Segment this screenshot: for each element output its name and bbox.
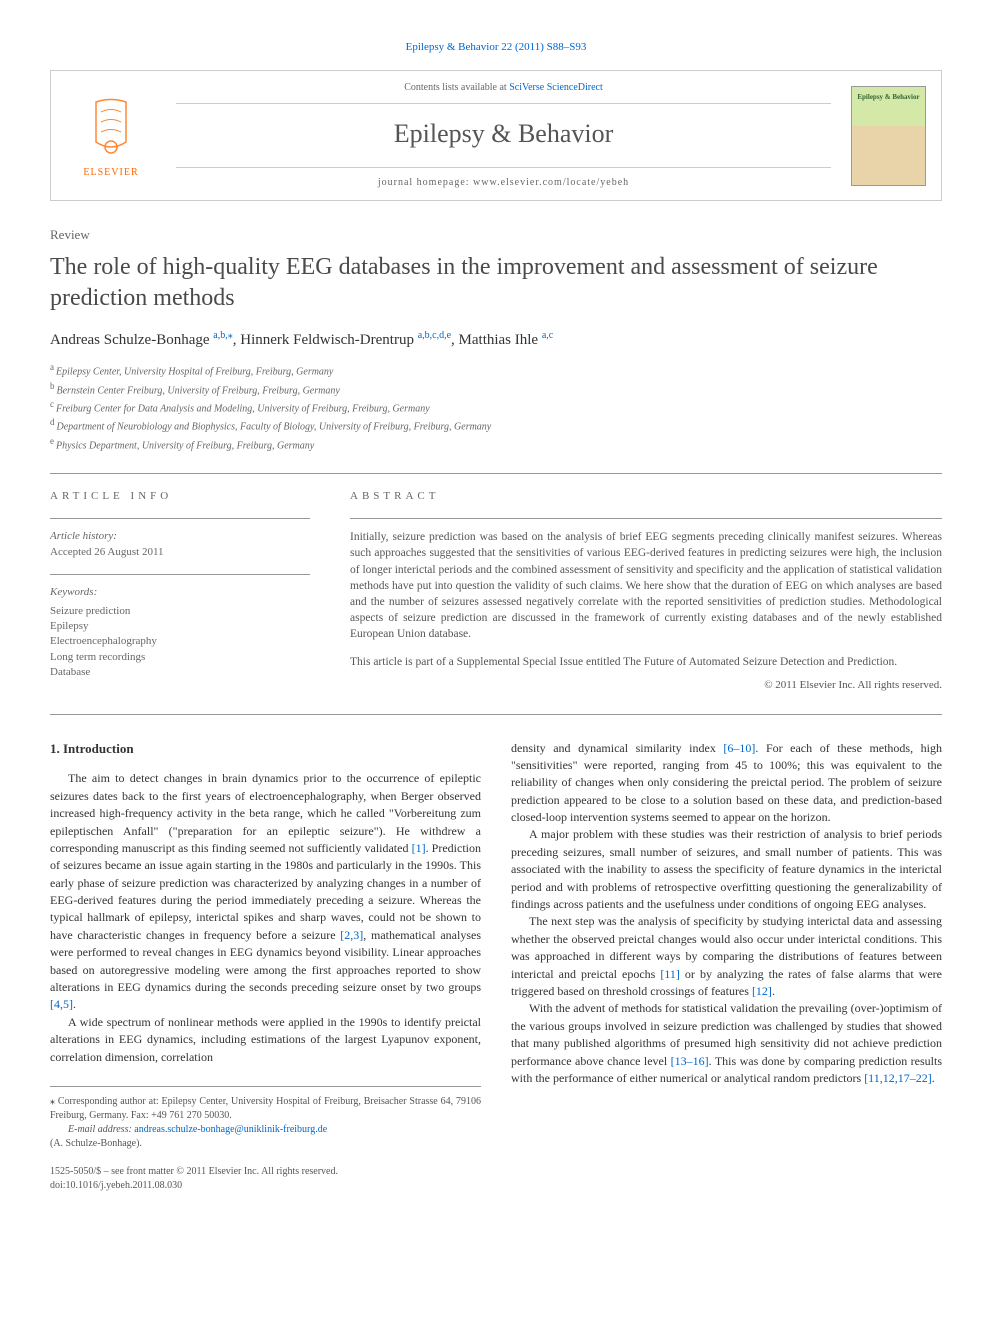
intro-heading: 1. Introduction: [50, 740, 481, 759]
abstract-copyright: © 2011 Elsevier Inc. All rights reserved…: [350, 678, 942, 693]
article-info-heading: ARTICLE INFO: [50, 489, 310, 504]
author-1-aff[interactable]: a,b,: [213, 330, 227, 341]
sciencedirect-link[interactable]: SciVerse ScienceDirect: [509, 82, 603, 93]
ref-link[interactable]: [1]: [412, 841, 426, 855]
homepage-url: www.elsevier.com/locate/yebeh: [473, 177, 629, 188]
intro-p2: A wide spectrum of nonlinear methods wer…: [50, 1014, 481, 1066]
ref-link[interactable]: [11]: [660, 967, 680, 981]
ref-link[interactable]: [4,5]: [50, 997, 73, 1011]
citation-link[interactable]: Epilepsy & Behavior 22 (2011) S88–S93: [406, 41, 587, 53]
info-abstract-row: ARTICLE INFO Article history: Accepted 2…: [50, 473, 942, 694]
affiliations: aEpilepsy Center, University Hospital of…: [50, 361, 942, 453]
keyword: Database: [50, 665, 310, 680]
keyword: Electroencephalography: [50, 634, 310, 649]
keyword: Seizure prediction: [50, 604, 310, 619]
body-divider: [50, 714, 942, 715]
elsevier-icon: [76, 92, 146, 162]
author-2-aff[interactable]: a,b,c,d,e: [418, 330, 451, 341]
journal-name: Epilepsy & Behavior: [176, 116, 831, 152]
accepted-date: Accepted 26 August 2011: [50, 545, 310, 560]
publisher-logo: ELSEVIER: [66, 86, 156, 186]
article-info-col: ARTICLE INFO Article history: Accepted 2…: [50, 489, 310, 694]
author-3: , Matthias Ihle: [451, 332, 542, 348]
intro-p6: With the advent of methods for statistic…: [511, 1000, 942, 1087]
header-center: Contents lists available at SciVerse Sci…: [156, 81, 851, 189]
front-matter: 1525-5050/$ – see front matter © 2011 El…: [50, 1165, 481, 1179]
cover-title: Epilepsy & Behavior: [857, 93, 919, 103]
publisher-name: ELSEVIER: [83, 166, 138, 180]
ref-link[interactable]: [12]: [752, 984, 772, 998]
doi: doi:10.1016/j.yebeh.2011.08.030: [50, 1179, 481, 1193]
intro-p5: The next step was the analysis of specif…: [511, 913, 942, 1000]
abstract-text: Initially, seizure prediction was based …: [350, 518, 942, 642]
author-2: , Hinnerk Feldwisch-Drentrup: [233, 332, 418, 348]
supplement-note: This article is part of a Supplemental S…: [350, 654, 942, 670]
corresp-note: Corresponding author at: Epilepsy Center…: [50, 1096, 481, 1121]
ref-link[interactable]: [13–16]: [671, 1054, 709, 1068]
authors-line: Andreas Schulze-Bonhage a,b,⁎, Hinnerk F…: [50, 329, 942, 351]
ref-link[interactable]: [11,12,17–22]: [864, 1071, 932, 1085]
keyword: Long term recordings: [50, 650, 310, 665]
body-col-right: density and dynamical similarity index […: [511, 740, 942, 1193]
intro-p1: The aim to detect changes in brain dynam…: [50, 770, 481, 1013]
contents-line: Contents lists available at SciVerse Sci…: [176, 81, 831, 104]
journal-header-box: ELSEVIER Contents lists available at Sci…: [50, 70, 942, 200]
keywords-block: Keywords: Seizure prediction Epilepsy El…: [50, 574, 310, 680]
article-type: Review: [50, 226, 942, 244]
homepage-line: journal homepage: www.elsevier.com/locat…: [176, 167, 831, 190]
body-columns: 1. Introduction The aim to detect change…: [50, 740, 942, 1193]
corresp-author-paren: (A. Schulze-Bonhage).: [50, 1137, 481, 1151]
author-3-aff[interactable]: a,c: [542, 330, 553, 341]
intro-p4: A major problem with these studies was t…: [511, 826, 942, 913]
ref-link[interactable]: [2,3]: [340, 928, 363, 942]
abstract-col: ABSTRACT Initially, seizure prediction w…: [350, 489, 942, 694]
ref-link[interactable]: [6–10]: [723, 741, 755, 755]
footnotes: ⁎ Corresponding author at: Epilepsy Cent…: [50, 1086, 481, 1151]
journal-cover-thumb: Epilepsy & Behavior: [851, 86, 926, 186]
article-title: The role of high-quality EEG databases i…: [50, 252, 942, 314]
footer: 1525-5050/$ – see front matter © 2011 El…: [50, 1165, 481, 1193]
intro-p3: density and dynamical similarity index […: [511, 740, 942, 827]
citation-header: Epilepsy & Behavior 22 (2011) S88–S93: [50, 40, 942, 55]
keyword: Epilepsy: [50, 619, 310, 634]
body-col-left: 1. Introduction The aim to detect change…: [50, 740, 481, 1193]
author-1: Andreas Schulze-Bonhage: [50, 332, 213, 348]
abstract-heading: ABSTRACT: [350, 489, 942, 504]
article-history: Article history: Accepted 26 August 2011: [50, 518, 310, 560]
email-link[interactable]: andreas.schulze-bonhage@uniklinik-freibu…: [134, 1124, 327, 1135]
